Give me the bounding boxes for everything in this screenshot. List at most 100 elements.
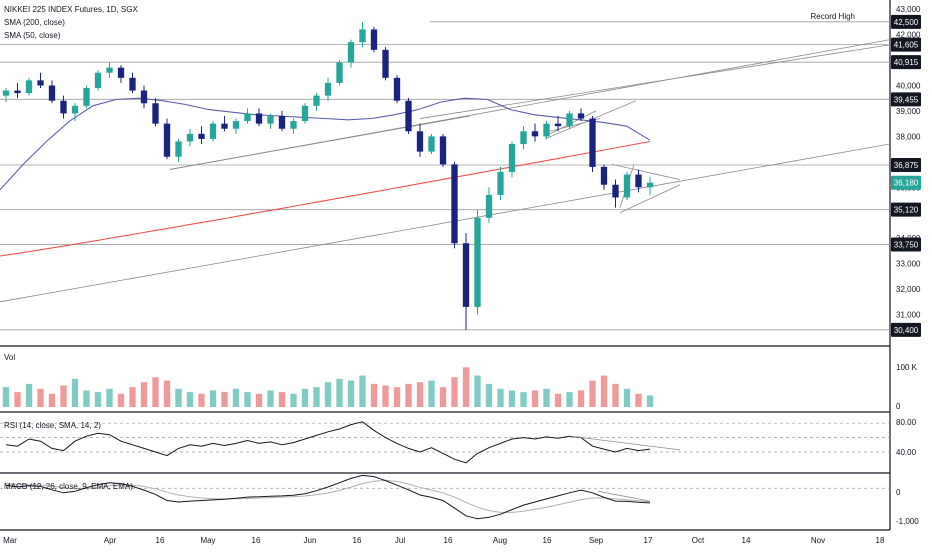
- trendline: [0, 143, 891, 303]
- candle[interactable]: [646, 177, 654, 195]
- volume-bar: [554, 393, 562, 407]
- candle[interactable]: [589, 116, 596, 172]
- candle[interactable]: [94, 70, 102, 91]
- level-price-tag[interactable]: [891, 14, 921, 29]
- candle[interactable]: [612, 179, 619, 208]
- price-tick-label: 42,000: [896, 31, 921, 40]
- candle[interactable]: [152, 98, 159, 127]
- candle[interactable]: [474, 210, 481, 315]
- candle[interactable]: [186, 128, 194, 147]
- indicator-sma200-label[interactable]: SMA (200, close): [4, 18, 65, 27]
- volume-bar: [577, 390, 585, 407]
- candle[interactable]: [324, 77, 332, 101]
- macd-pane-label[interactable]: MACD (12, 26, close, 9, EMA, EMA): [4, 482, 133, 491]
- candle-body: [646, 182, 654, 188]
- time-tick-label: Apr: [104, 536, 117, 545]
- candle[interactable]: [14, 82, 21, 99]
- candle[interactable]: [244, 108, 251, 124]
- level-price-tag[interactable]: [891, 158, 921, 172]
- candle[interactable]: [554, 116, 562, 132]
- candle[interactable]: [393, 75, 401, 104]
- volume-bar: [520, 392, 527, 407]
- candle[interactable]: [267, 113, 274, 129]
- volume-bar: [451, 377, 458, 407]
- candle[interactable]: [508, 141, 516, 178]
- vol-pane-label[interactable]: Vol: [4, 353, 15, 362]
- candle[interactable]: [313, 93, 320, 111]
- candle[interactable]: [336, 60, 343, 86]
- candle[interactable]: [278, 110, 286, 132]
- candle[interactable]: [232, 118, 240, 134]
- level-price-tag[interactable]: [891, 322, 921, 337]
- candle[interactable]: [462, 233, 470, 330]
- candle[interactable]: [382, 47, 389, 81]
- candle-body: [37, 80, 44, 86]
- volume-bar: [71, 378, 79, 407]
- candle-body: [405, 100, 412, 132]
- candle[interactable]: [37, 72, 44, 88]
- candle[interactable]: [117, 65, 125, 83]
- candle[interactable]: [198, 126, 205, 144]
- macd-line: [5, 474, 651, 520]
- candle[interactable]: [520, 126, 527, 150]
- volume-bar: [37, 388, 44, 407]
- candle[interactable]: [2, 88, 10, 102]
- level-price-tag[interactable]: [891, 92, 921, 107]
- candle[interactable]: [635, 169, 642, 193]
- candle[interactable]: [140, 85, 148, 109]
- candle[interactable]: [221, 116, 228, 132]
- candle[interactable]: [600, 164, 608, 190]
- trendline: [619, 184, 681, 214]
- candle[interactable]: [106, 62, 113, 78]
- level-price-tag[interactable]: [891, 37, 921, 52]
- candle[interactable]: [60, 95, 67, 119]
- candle[interactable]: [347, 39, 355, 68]
- candle[interactable]: [485, 187, 493, 223]
- level-price-tag[interactable]: [891, 55, 921, 70]
- candle[interactable]: [71, 103, 79, 122]
- candle[interactable]: [370, 26, 378, 53]
- volume-bar: [370, 383, 378, 407]
- candle[interactable]: [577, 108, 585, 122]
- candle[interactable]: [83, 85, 90, 109]
- candle-body: [635, 174, 642, 188]
- time-tick-label: 16: [444, 536, 453, 545]
- candle[interactable]: [416, 123, 424, 157]
- candle[interactable]: [543, 121, 550, 139]
- candle[interactable]: [301, 103, 309, 124]
- candle[interactable]: [623, 172, 631, 200]
- candle[interactable]: [405, 98, 412, 134]
- candle[interactable]: [566, 110, 573, 129]
- candle[interactable]: [129, 72, 136, 94]
- candle[interactable]: [255, 108, 263, 127]
- time-axis[interactable]: Mar Apr 16 May 16 Jun 16 Jul 16 Aug 16 Sep 17 Oct 14 No…: [3, 536, 885, 545]
- rsi-pane-label[interactable]: RSI (14, close, SMA, 14, 2): [4, 421, 101, 430]
- macd-tick-neg1000: -1,000: [896, 517, 919, 526]
- candle[interactable]: [497, 166, 504, 200]
- candle[interactable]: [531, 123, 539, 142]
- candle-body: [600, 166, 608, 185]
- candle-body: [83, 88, 90, 106]
- candle[interactable]: [209, 121, 217, 142]
- indicator-sma50-label[interactable]: SMA (50, close): [4, 31, 61, 40]
- candle[interactable]: [163, 118, 171, 160]
- level-price-tag[interactable]: [891, 202, 921, 217]
- candle[interactable]: [48, 80, 56, 104]
- candlesticks[interactable]: [2, 21, 654, 330]
- price-axis[interactable]: 43,00042,00041,00040,00039,00038,00037,0…: [891, 5, 921, 337]
- volume-bar: [2, 387, 10, 407]
- volume-bar: [209, 390, 217, 407]
- candle[interactable]: [290, 118, 297, 134]
- level-price-tag[interactable]: [891, 175, 921, 190]
- candle[interactable]: [25, 77, 33, 96]
- candle-body: [508, 144, 516, 172]
- rsi-line: [5, 421, 651, 464]
- candle[interactable]: [439, 133, 447, 167]
- candle[interactable]: [428, 133, 435, 155]
- candle[interactable]: [359, 21, 366, 48]
- level-price-tag[interactable]: [891, 237, 921, 252]
- sma50-line: [0, 97, 651, 191]
- candle[interactable]: [175, 138, 182, 162]
- candle[interactable]: [451, 161, 458, 249]
